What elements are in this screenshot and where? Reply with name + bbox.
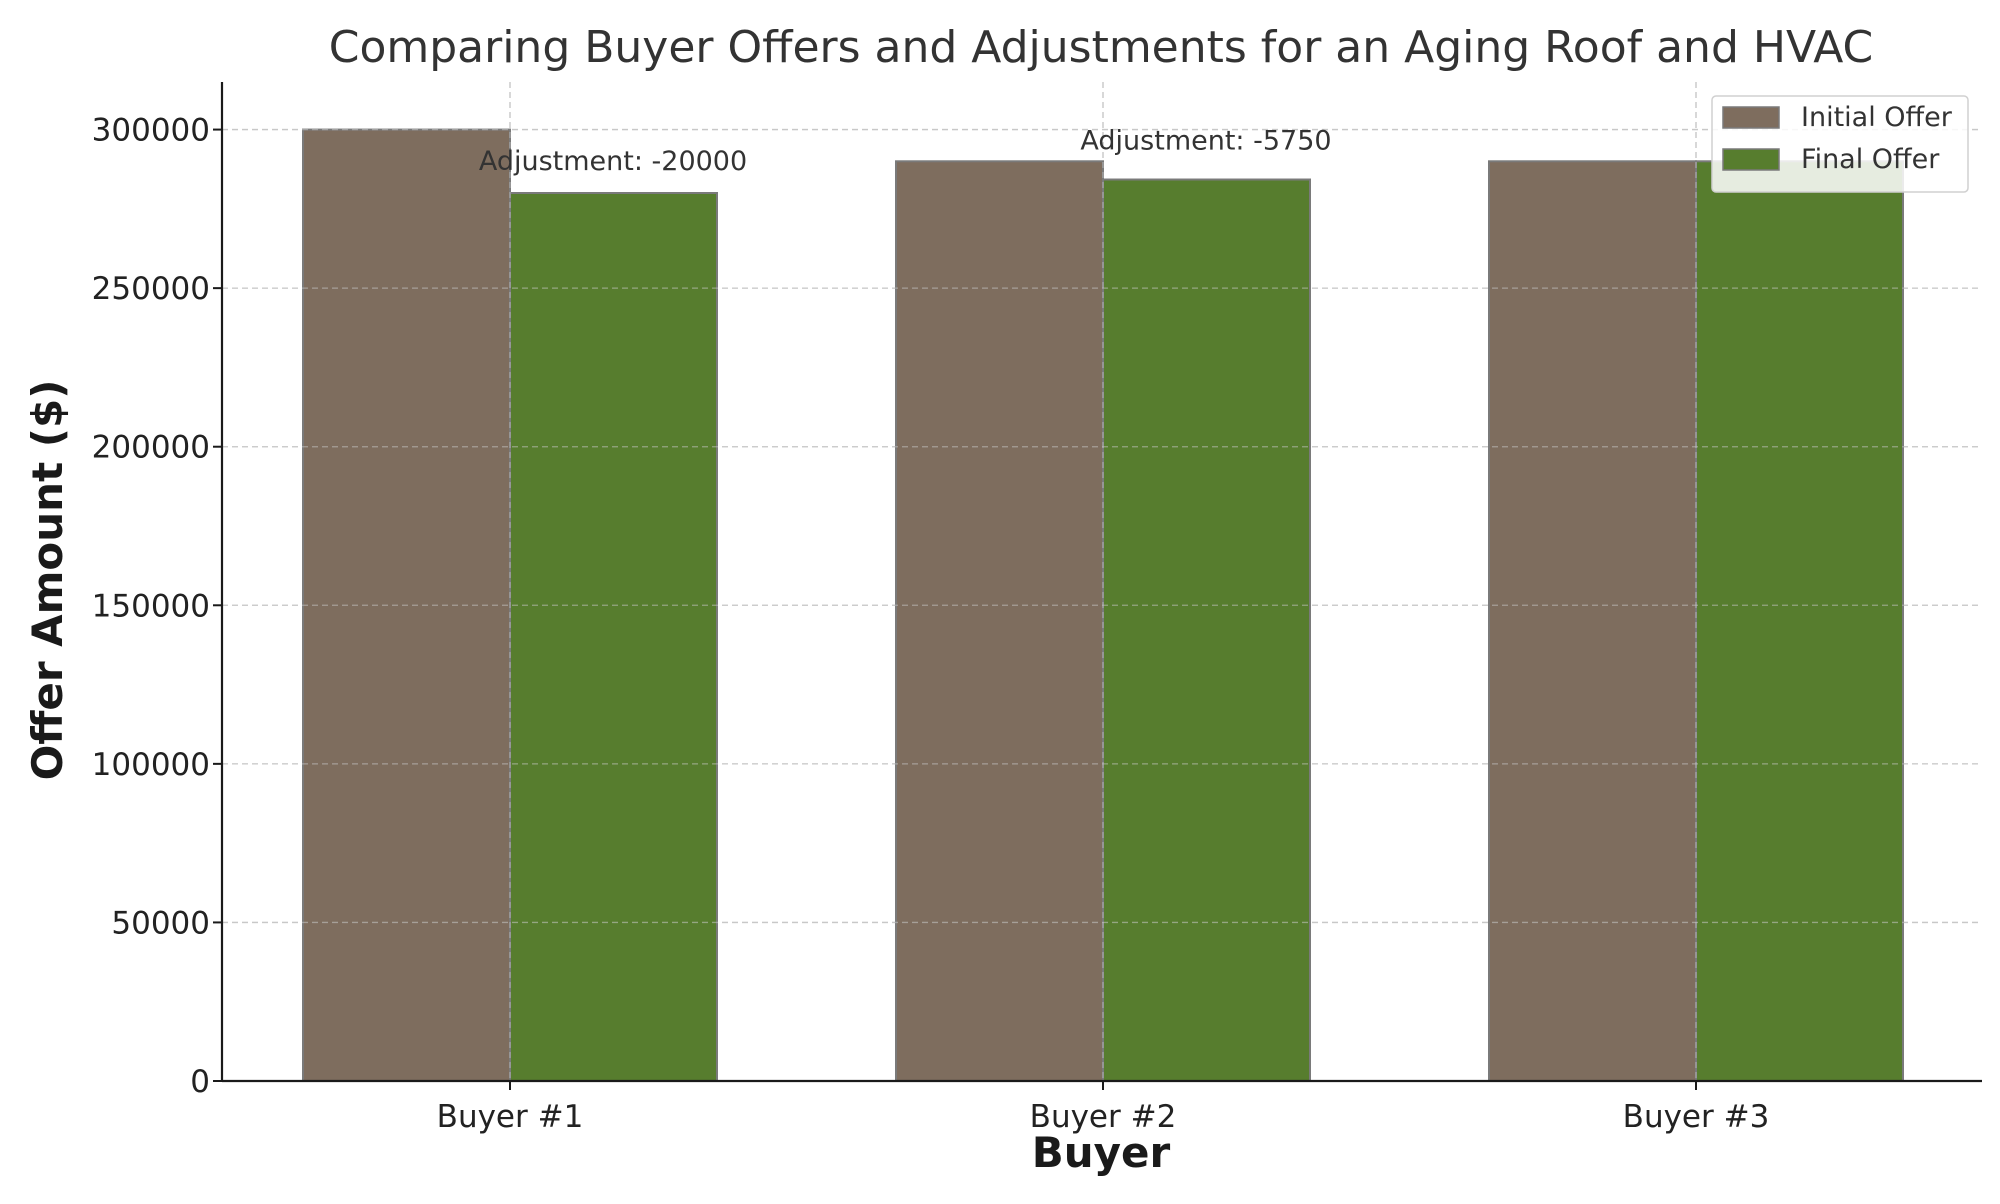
- y-axis-title: Offer Amount ($): [23, 380, 72, 781]
- bar-final-offer-3: [1695, 160, 1904, 1083]
- y-tick-label: 100000: [92, 747, 210, 783]
- legend-label-final-offer: Final Offer: [1801, 144, 1940, 175]
- bar-final-offer-1: [509, 192, 718, 1082]
- legend-swatch-initial-offer: [1722, 106, 1780, 129]
- y-tick-label: 200000: [92, 430, 210, 466]
- bar-final-offer-2: [1102, 178, 1311, 1082]
- legend-swatch-final-offer: [1722, 148, 1780, 171]
- y-tick-label: 300000: [92, 113, 210, 149]
- axes: 0 50000 100000 150000 200000 250000 300000 Buye…: [92, 82, 1982, 1135]
- y-tick-label: 150000: [92, 588, 210, 624]
- x-tick-label: Buyer #2: [1030, 1099, 1177, 1135]
- bars: [222, 82, 1982, 1083]
- legend: Initial Offer Final Offer: [1711, 95, 1969, 193]
- y-tick-label: 250000: [92, 271, 210, 307]
- chart-title: Comparing Buyer Offers and Adjustments f…: [329, 22, 1874, 73]
- adjustment-annotation: Adjustment: -5750: [1080, 126, 1331, 157]
- legend-label-initial-offer: Initial Offer: [1801, 102, 1953, 133]
- x-tick-label: Buyer #3: [1623, 1099, 1770, 1135]
- bar-initial-offer-2: [895, 160, 1104, 1083]
- y-tick-label: 0: [190, 1064, 210, 1100]
- x-tick-label: Buyer #1: [437, 1099, 584, 1135]
- bar-initial-offer-3: [1488, 160, 1697, 1083]
- annotations: Adjustment: -20000 Adjustment: -5750: [479, 126, 1332, 177]
- adjustment-annotation: Adjustment: -20000: [479, 146, 747, 177]
- y-tick-label: 50000: [111, 905, 210, 941]
- x-axis-title: Buyer: [1032, 1128, 1171, 1177]
